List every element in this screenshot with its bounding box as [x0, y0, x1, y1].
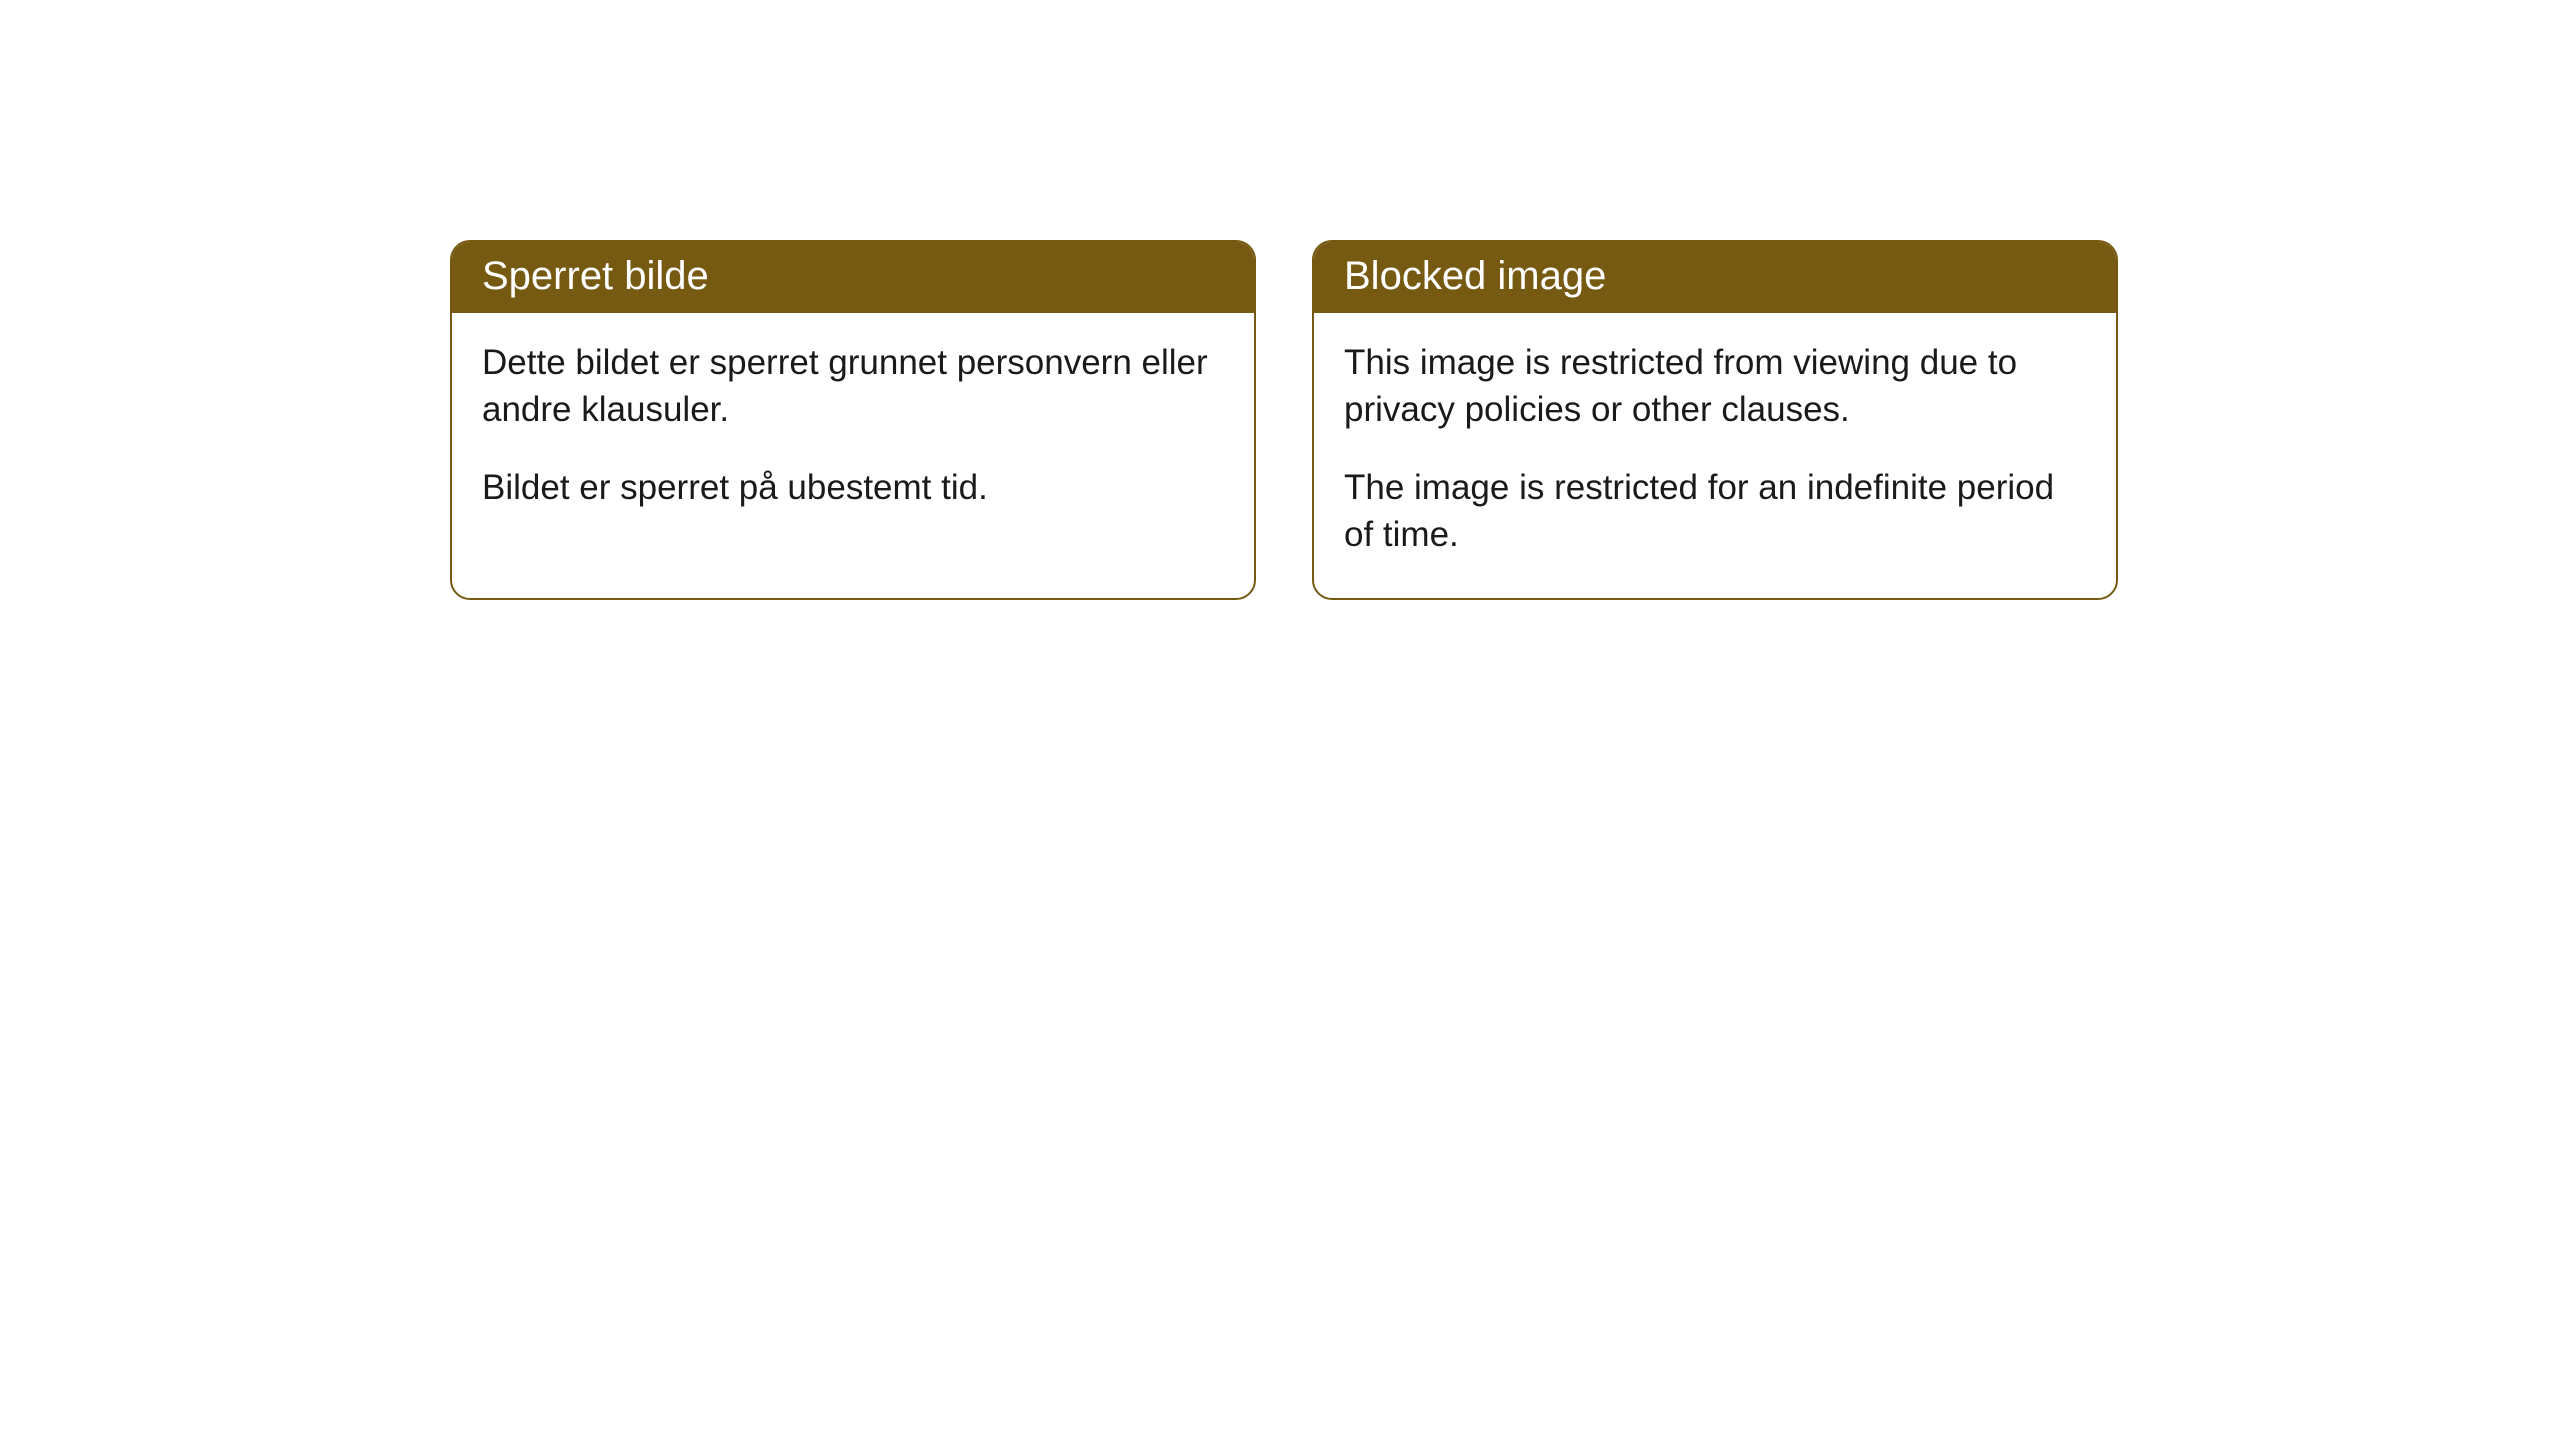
card-english: Blocked image This image is restricted f… — [1312, 240, 2118, 600]
card-body-english: This image is restricted from viewing du… — [1314, 313, 2116, 598]
card-body-norwegian: Dette bildet er sperret grunnet personve… — [452, 313, 1254, 551]
card-paragraph-2-norwegian: Bildet er sperret på ubestemt tid. — [482, 464, 1224, 511]
card-norwegian: Sperret bilde Dette bildet er sperret gr… — [450, 240, 1256, 600]
card-header-english: Blocked image — [1314, 242, 2116, 313]
cards-container: Sperret bilde Dette bildet er sperret gr… — [0, 0, 2560, 600]
card-paragraph-1-norwegian: Dette bildet er sperret grunnet personve… — [482, 339, 1224, 434]
card-header-norwegian: Sperret bilde — [452, 242, 1254, 313]
card-paragraph-1-english: This image is restricted from viewing du… — [1344, 339, 2086, 434]
card-paragraph-2-english: The image is restricted for an indefinit… — [1344, 464, 2086, 559]
